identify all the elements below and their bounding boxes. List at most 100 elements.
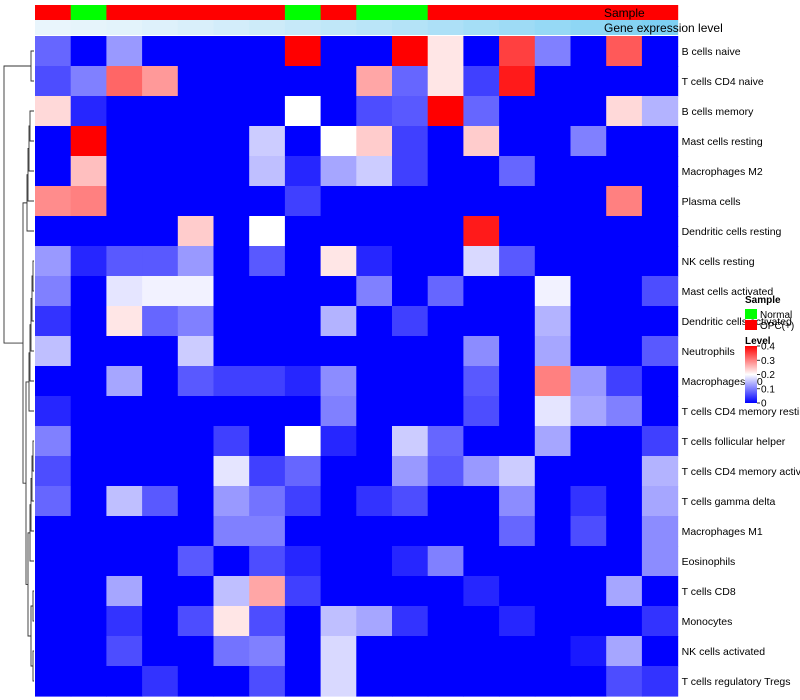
heatmap-cell bbox=[499, 366, 536, 397]
heatmap-cell bbox=[106, 636, 143, 667]
heatmap-cell bbox=[356, 456, 393, 487]
heatmap-cell bbox=[284, 666, 322, 697]
heatmap-cell bbox=[213, 96, 250, 127]
heatmap-cell bbox=[463, 306, 500, 337]
level-track-cell bbox=[142, 20, 179, 35]
level-track-cell bbox=[249, 20, 286, 35]
heatmap-cell bbox=[392, 306, 429, 337]
heatmap-cell bbox=[427, 516, 464, 547]
heatmap-cell bbox=[534, 606, 572, 637]
heatmap-cell bbox=[427, 36, 464, 67]
heatmap-cell bbox=[534, 246, 572, 277]
heatmap-cell bbox=[356, 636, 393, 667]
heatmap-cell bbox=[606, 276, 643, 307]
heatmap-cell bbox=[249, 66, 286, 97]
heatmap-cell bbox=[177, 456, 215, 487]
heatmap-cell bbox=[320, 306, 357, 337]
row-label: Dendritic cells activated bbox=[682, 316, 792, 328]
heatmap-cell bbox=[534, 36, 572, 67]
dendrogram-branch bbox=[30, 50, 34, 82]
heatmap-cell bbox=[427, 276, 464, 307]
sample-track-cell bbox=[284, 5, 322, 20]
heatmap-cell bbox=[499, 396, 536, 427]
heatmap-cell bbox=[356, 606, 393, 637]
heatmap-cell bbox=[177, 246, 215, 277]
heatmap-cell bbox=[534, 156, 572, 187]
heatmap-cell bbox=[356, 396, 393, 427]
heatmap-cell bbox=[284, 66, 322, 97]
heatmap-cell bbox=[35, 576, 72, 607]
heatmap-cell bbox=[320, 276, 357, 307]
heatmap-cell bbox=[249, 366, 286, 397]
heatmap-cell bbox=[320, 156, 357, 187]
heatmap-cell bbox=[284, 546, 322, 577]
heatmap-cell bbox=[320, 366, 357, 397]
heatmap-cell bbox=[106, 276, 143, 307]
heatmap-cell bbox=[570, 366, 607, 397]
level-track-cell bbox=[35, 20, 72, 35]
heatmap-cell bbox=[392, 456, 429, 487]
heatmap-cell bbox=[356, 216, 393, 247]
heatmap-cell bbox=[356, 336, 393, 367]
heatmap-cell bbox=[284, 336, 322, 367]
heatmap-cell bbox=[392, 36, 429, 67]
heatmap-cell bbox=[606, 396, 643, 427]
heatmap-cell bbox=[177, 516, 215, 547]
sample-track-cell bbox=[35, 5, 72, 20]
heatmap-cell bbox=[641, 426, 679, 457]
row-label: T cells CD4 naive bbox=[682, 76, 764, 88]
heatmap-cell bbox=[320, 246, 357, 277]
heatmap-cell bbox=[106, 126, 143, 157]
heatmap-cell bbox=[284, 186, 322, 217]
heatmap-cell bbox=[499, 216, 536, 247]
heatmap-cell bbox=[177, 36, 215, 67]
heatmap-cell bbox=[106, 216, 143, 247]
dendrogram-branch bbox=[30, 478, 34, 532]
heatmap-cell bbox=[641, 186, 679, 217]
legend-tick-label: 0.3 bbox=[761, 356, 775, 367]
heatmap-cell bbox=[320, 546, 357, 577]
heatmap-cell bbox=[70, 96, 107, 127]
heatmap-cell bbox=[463, 636, 500, 667]
sample-track-label: Sample bbox=[604, 6, 645, 20]
heatmap-cell bbox=[606, 66, 643, 97]
heatmap-cell bbox=[106, 396, 143, 427]
heatmap-cells bbox=[35, 36, 679, 697]
sample-track-cell bbox=[249, 5, 286, 20]
heatmap-cell bbox=[499, 336, 536, 367]
row-label: T cells follicular helper bbox=[682, 436, 786, 448]
heatmap-cell bbox=[284, 96, 322, 127]
heatmap-cell bbox=[320, 186, 357, 217]
heatmap-cell bbox=[35, 426, 72, 457]
heatmap-cell bbox=[427, 396, 464, 427]
heatmap-cell bbox=[356, 246, 393, 277]
heatmap-cell bbox=[392, 606, 429, 637]
heatmap-cell bbox=[499, 186, 536, 217]
heatmap-cell bbox=[570, 276, 607, 307]
heatmap-cell bbox=[427, 486, 464, 517]
heatmap-cell bbox=[249, 156, 286, 187]
heatmap-cell bbox=[570, 186, 607, 217]
heatmap-cell bbox=[570, 96, 607, 127]
heatmap-cell bbox=[284, 216, 322, 247]
sample-track-cell bbox=[606, 5, 643, 20]
heatmap-cell bbox=[70, 516, 107, 547]
heatmap-cell bbox=[177, 216, 215, 247]
heatmap-cell bbox=[392, 66, 429, 97]
level-track-cell bbox=[606, 20, 643, 35]
sample-track-cell bbox=[106, 5, 143, 20]
heatmap-cell bbox=[606, 306, 643, 337]
legend-tick-label: 0.4 bbox=[761, 342, 775, 353]
heatmap-cell bbox=[213, 66, 250, 97]
heatmap-cell bbox=[106, 606, 143, 637]
heatmap-cell bbox=[499, 306, 536, 337]
row-label: T cells gamma delta bbox=[682, 496, 776, 508]
heatmap-cell bbox=[142, 126, 179, 157]
dendrogram-branch bbox=[3, 65, 31, 344]
heatmap-cell bbox=[606, 36, 643, 67]
heatmap-cell bbox=[427, 456, 464, 487]
heatmap-cell bbox=[35, 516, 72, 547]
heatmap-cell bbox=[284, 636, 322, 667]
heatmap-cell bbox=[356, 276, 393, 307]
heatmap-cell bbox=[70, 636, 107, 667]
